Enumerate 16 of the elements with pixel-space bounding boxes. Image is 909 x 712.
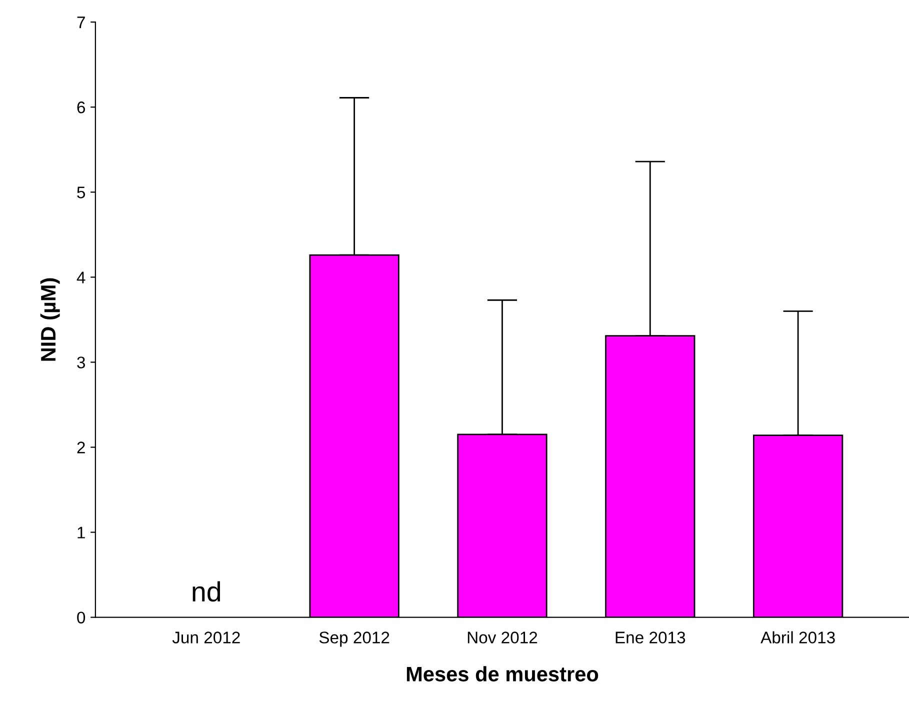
x-tick-label: Jun 2012 [172,632,240,644]
x-tick-label: Abril 2013 [760,631,835,644]
annotation: nd [192,581,220,602]
x-tick-label: Sep 2012 [319,632,390,647]
x-axis-title: Meses de muestreo [406,666,598,682]
y-tick-label: 6 [77,102,85,114]
y-tick-label: 0 [77,612,86,624]
y-tick-label: 1 [78,526,85,538]
y-tick-label: 5 [77,186,86,198]
y-tick-label: 4 [76,272,86,284]
y-axis-title: NID (µM) [40,278,60,361]
y-tick-label: 2 [77,442,85,454]
x-tick-label: Ene 2013 [616,632,686,644]
x-tick-label: Nov 2012 [468,632,538,644]
y-tick-label: 3 [77,356,85,368]
y-tick-label: 7 [77,16,85,28]
